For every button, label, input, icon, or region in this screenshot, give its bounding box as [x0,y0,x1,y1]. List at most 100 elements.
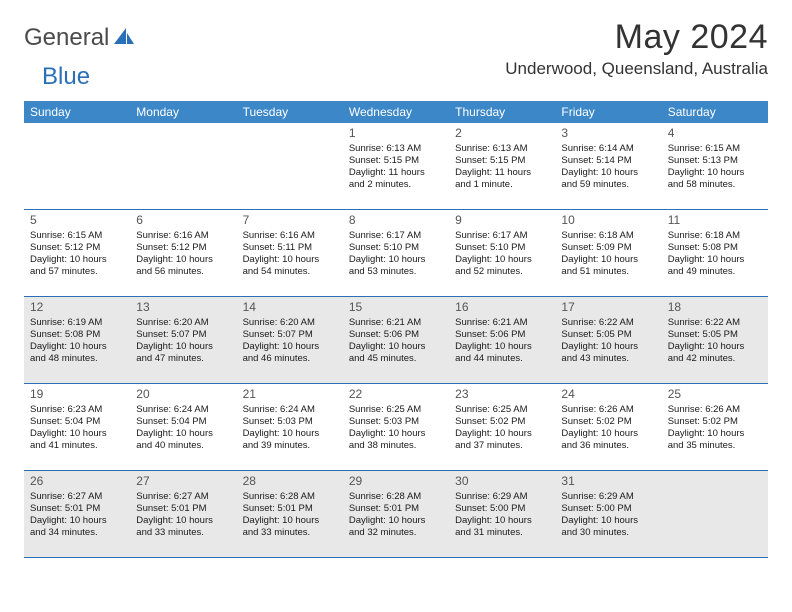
day-sunset: Sunset: 5:05 PM [668,329,762,341]
day-header-wed: Wednesday [343,101,449,123]
day-sunrise: Sunrise: 6:24 AM [136,404,230,416]
day-daylight1: Daylight: 10 hours [30,341,124,353]
logo: General [24,24,137,52]
day-daylight1: Daylight: 10 hours [561,341,655,353]
day-daylight2: and 1 minute. [455,179,549,191]
day-daylight2: and 34 minutes. [30,527,124,539]
day-sunset: Sunset: 5:15 PM [349,155,443,167]
day-sunset: Sunset: 5:09 PM [561,242,655,254]
day-sunrise: Sunrise: 6:18 AM [561,230,655,242]
title-block: May 2024 Underwood, Queensland, Australi… [505,18,768,79]
calendar: Sunday Monday Tuesday Wednesday Thursday… [24,101,768,558]
day-sunset: Sunset: 5:05 PM [561,329,655,341]
day-sunrise: Sunrise: 6:16 AM [136,230,230,242]
month-title: May 2024 [505,18,768,57]
day-sunset: Sunset: 5:01 PM [30,503,124,515]
day-sunset: Sunset: 5:08 PM [668,242,762,254]
day-sunset: Sunset: 5:12 PM [30,242,124,254]
day-daylight1: Daylight: 10 hours [561,254,655,266]
day-daylight2: and 41 minutes. [30,440,124,452]
day-sunrise: Sunrise: 6:27 AM [30,491,124,503]
day-number: 7 [243,213,337,228]
day-sunrise: Sunrise: 6:22 AM [561,317,655,329]
day-number: 21 [243,387,337,402]
logo-word-2: Blue [42,63,90,91]
day-cell: 14Sunrise: 6:20 AMSunset: 5:07 PMDayligh… [237,297,343,383]
day-daylight2: and 51 minutes. [561,266,655,278]
day-daylight1: Daylight: 11 hours [455,167,549,179]
day-header-mon: Monday [130,101,236,123]
day-cell: 10Sunrise: 6:18 AMSunset: 5:09 PMDayligh… [555,210,661,296]
day-number: 28 [243,474,337,489]
day-number: 29 [349,474,443,489]
day-cell: 15Sunrise: 6:21 AMSunset: 5:06 PMDayligh… [343,297,449,383]
day-sunset: Sunset: 5:07 PM [136,329,230,341]
day-daylight2: and 39 minutes. [243,440,337,452]
day-sunrise: Sunrise: 6:27 AM [136,491,230,503]
day-daylight2: and 58 minutes. [668,179,762,191]
day-cell: 18Sunrise: 6:22 AMSunset: 5:05 PMDayligh… [662,297,768,383]
week-row: 26Sunrise: 6:27 AMSunset: 5:01 PMDayligh… [24,471,768,558]
day-cell: 3Sunrise: 6:14 AMSunset: 5:14 PMDaylight… [555,123,661,209]
day-daylight2: and 32 minutes. [349,527,443,539]
day-daylight1: Daylight: 10 hours [243,254,337,266]
day-daylight2: and 48 minutes. [30,353,124,365]
day-number: 30 [455,474,549,489]
day-sunrise: Sunrise: 6:20 AM [243,317,337,329]
day-sunrise: Sunrise: 6:29 AM [455,491,549,503]
day-sunrise: Sunrise: 6:26 AM [668,404,762,416]
day-cell: 20Sunrise: 6:24 AMSunset: 5:04 PMDayligh… [130,384,236,470]
day-daylight1: Daylight: 10 hours [455,254,549,266]
day-cell: 19Sunrise: 6:23 AMSunset: 5:04 PMDayligh… [24,384,130,470]
day-daylight2: and 40 minutes. [136,440,230,452]
day-daylight1: Daylight: 10 hours [455,515,549,527]
day-number: 15 [349,300,443,315]
day-daylight1: Daylight: 10 hours [668,254,762,266]
day-sunrise: Sunrise: 6:19 AM [30,317,124,329]
day-sunrise: Sunrise: 6:20 AM [136,317,230,329]
day-number: 23 [455,387,549,402]
day-sunset: Sunset: 5:01 PM [243,503,337,515]
day-daylight1: Daylight: 10 hours [349,428,443,440]
day-sunrise: Sunrise: 6:15 AM [668,143,762,155]
day-daylight1: Daylight: 10 hours [30,428,124,440]
week-row: 5Sunrise: 6:15 AMSunset: 5:12 PMDaylight… [24,210,768,297]
day-daylight1: Daylight: 11 hours [349,167,443,179]
day-daylight2: and 43 minutes. [561,353,655,365]
day-number: 8 [349,213,443,228]
day-header-row: Sunday Monday Tuesday Wednesday Thursday… [24,101,768,123]
day-daylight2: and 38 minutes. [349,440,443,452]
day-cell: 9Sunrise: 6:17 AMSunset: 5:10 PMDaylight… [449,210,555,296]
day-number: 24 [561,387,655,402]
day-cell: 22Sunrise: 6:25 AMSunset: 5:03 PMDayligh… [343,384,449,470]
day-daylight2: and 42 minutes. [668,353,762,365]
day-daylight1: Daylight: 10 hours [136,428,230,440]
day-sunset: Sunset: 5:04 PM [30,416,124,428]
day-number: 5 [30,213,124,228]
day-number: 11 [668,213,762,228]
day-cell: 17Sunrise: 6:22 AMSunset: 5:05 PMDayligh… [555,297,661,383]
day-daylight2: and 53 minutes. [349,266,443,278]
day-cell: 28Sunrise: 6:28 AMSunset: 5:01 PMDayligh… [237,471,343,557]
day-header-fri: Friday [555,101,661,123]
day-daylight2: and 31 minutes. [455,527,549,539]
day-sunset: Sunset: 5:07 PM [243,329,337,341]
day-daylight2: and 56 minutes. [136,266,230,278]
day-cell: 1Sunrise: 6:13 AMSunset: 5:15 PMDaylight… [343,123,449,209]
day-sunrise: Sunrise: 6:21 AM [455,317,549,329]
day-cell: 13Sunrise: 6:20 AMSunset: 5:07 PMDayligh… [130,297,236,383]
day-number: 31 [561,474,655,489]
day-cell: 29Sunrise: 6:28 AMSunset: 5:01 PMDayligh… [343,471,449,557]
day-sunset: Sunset: 5:01 PM [136,503,230,515]
day-number: 2 [455,126,549,141]
day-number: 25 [668,387,762,402]
day-daylight1: Daylight: 10 hours [243,428,337,440]
day-sunrise: Sunrise: 6:22 AM [668,317,762,329]
day-sunset: Sunset: 5:02 PM [561,416,655,428]
day-sunrise: Sunrise: 6:25 AM [455,404,549,416]
day-daylight1: Daylight: 10 hours [349,254,443,266]
day-daylight2: and 45 minutes. [349,353,443,365]
day-sunrise: Sunrise: 6:25 AM [349,404,443,416]
day-cell: 25Sunrise: 6:26 AMSunset: 5:02 PMDayligh… [662,384,768,470]
day-sunset: Sunset: 5:00 PM [455,503,549,515]
